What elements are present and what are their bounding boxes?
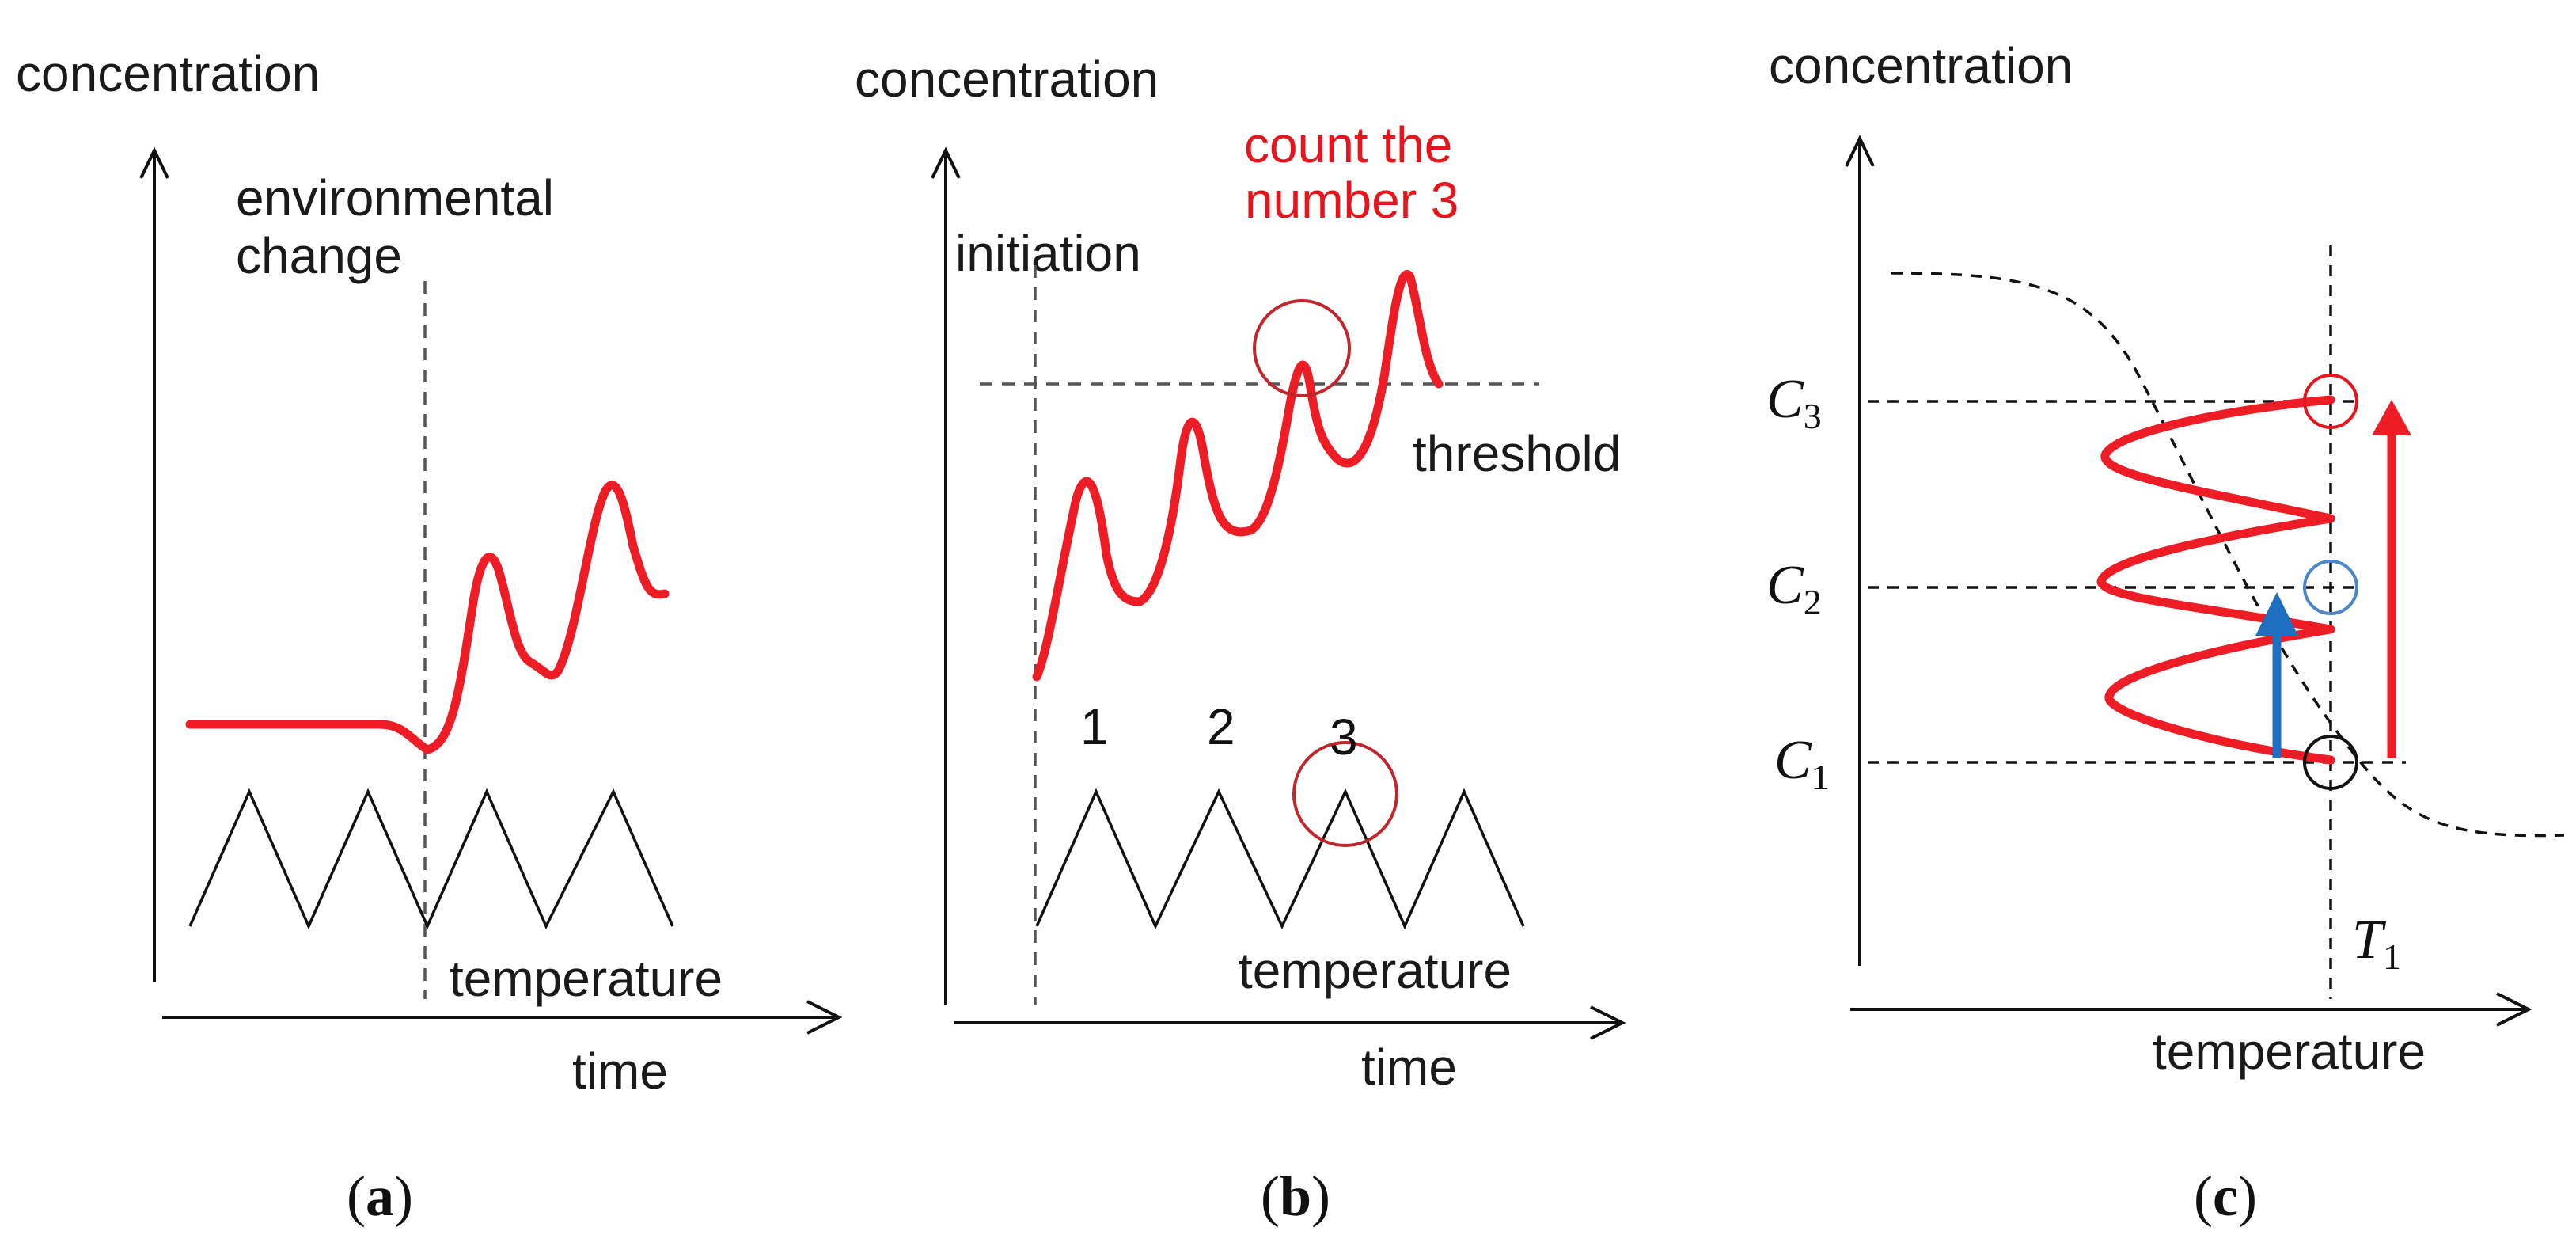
- panel-c-c2-symbol: C: [1766, 555, 1804, 616]
- panel-b-ylabel: concentration: [855, 51, 1159, 108]
- panel-c: concentration C3 C2 C1: [1766, 37, 2565, 1228]
- panel-b-peak-number-2: 2: [1207, 698, 1235, 755]
- panel-b-concentration-curve: [1032, 270, 1444, 682]
- panel-c-caption-open: (: [2194, 1165, 2213, 1228]
- panel-a-caption-open: (: [347, 1165, 366, 1228]
- panel-a-temperature-wave: [188, 788, 674, 930]
- panel-b-count-line2: number 3: [1245, 172, 1459, 229]
- panel-c-c3-label: C3: [1766, 369, 1822, 436]
- panel-c-ylabel: concentration: [1769, 37, 2073, 94]
- panel-c-c3-circle: [2303, 374, 2358, 429]
- panel-c-c3-subscript: 3: [1804, 396, 1822, 436]
- panel-c-t1-label: T1: [2352, 910, 2401, 977]
- panel-a-y-arrowhead: [139, 146, 169, 179]
- panel-b-initiation-label: initiation: [955, 225, 1141, 282]
- panel-c-t1-subscript: 1: [2383, 937, 2401, 977]
- panel-c-equilibrium-curve: [1891, 272, 2565, 838]
- panel-c-c1-circle: [2303, 735, 2358, 790]
- panel-c-c1-label: C1: [1774, 730, 1830, 797]
- panel-c-c2-circle: [2303, 560, 2358, 615]
- panel-b-xlabel: time: [1361, 1039, 1457, 1096]
- panel-c-xlabel: temperature: [2153, 1023, 2426, 1080]
- panel-b-peak-number-1: 1: [1080, 698, 1109, 755]
- panel-c-c1-symbol: C: [1774, 730, 1812, 791]
- panel-b-peak-number-3: 3: [1330, 709, 1358, 766]
- panel-b-caption-close: ): [1311, 1165, 1330, 1228]
- panel-a: concentration environmental change tempe…: [16, 45, 843, 1228]
- panel-a-concentration-curve: [185, 481, 670, 754]
- panel-c-caption-letter: c: [2213, 1165, 2238, 1228]
- panel-a-caption-letter: a: [366, 1165, 394, 1228]
- panel-a-x-arrowhead: [806, 1000, 843, 1035]
- panel-a-xlabel: time: [572, 1043, 668, 1100]
- panel-b-caption-letter: b: [1280, 1165, 1311, 1228]
- panel-c-c3-symbol: C: [1766, 369, 1804, 430]
- panel-a-caption: (a): [347, 1165, 413, 1228]
- panel-c-caption: (c): [2194, 1165, 2257, 1228]
- panel-c-c2-label: C2: [1766, 555, 1822, 622]
- panel-b-temperature-wave: [1035, 788, 1525, 930]
- panel-a-ylabel: concentration: [16, 45, 320, 102]
- panel-c-t1-symbol: T: [2352, 910, 2387, 971]
- panel-b-caption: (b): [1261, 1165, 1330, 1228]
- panel-b-threshold-label: threshold: [1413, 425, 1621, 482]
- panel-b-x-arrowhead: [1590, 1005, 1626, 1040]
- panel-c-caption-close: ): [2238, 1165, 2257, 1228]
- panel-b-caption-open: (: [1261, 1165, 1280, 1228]
- panel-c-concentration-curve: [2096, 395, 2335, 765]
- panel-c-blue-arrow-head: [2255, 592, 2298, 636]
- panel-a-temperature-label: temperature: [450, 950, 723, 1007]
- panel-c-c2-subscript: 2: [1804, 582, 1822, 622]
- panel-a-annotation-line2: change: [236, 227, 402, 284]
- panel-c-red-arrow-head: [2372, 400, 2411, 435]
- panel-a-caption-close: ): [394, 1165, 413, 1228]
- panel-b-temp3-circle: [1292, 741, 1398, 847]
- panel-b-temperature-label: temperature: [1239, 942, 1512, 999]
- panel-b-count-line1: count the: [1244, 116, 1452, 173]
- panel-b-y-arrowhead: [931, 146, 961, 179]
- panel-c-y-arrowhead: [1845, 135, 1875, 167]
- panel-c-x-arrowhead: [2496, 992, 2532, 1027]
- panel-b-peak3-circle: [1253, 299, 1351, 397]
- panel-c-c1-subscript: 1: [1812, 757, 1830, 797]
- panel-a-annotation-line1: environmental: [236, 169, 554, 226]
- panel-b: concentration count the number 3 initiat…: [855, 51, 1626, 1228]
